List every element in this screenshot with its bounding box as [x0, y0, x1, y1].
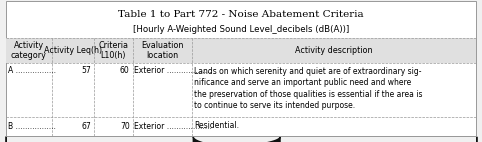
Text: Table 1 to Part 772 - Noise Abatement Criteria: Table 1 to Part 772 - Noise Abatement Cr…	[118, 10, 364, 19]
Text: Activity
category: Activity category	[11, 41, 47, 60]
Text: B .................: B .................	[8, 122, 56, 131]
Text: A .................: A .................	[8, 66, 56, 75]
Text: Lands on which serenity and quiet are of extraordinary sig-
nificance and serve : Lands on which serenity and quiet are of…	[194, 67, 423, 110]
Text: 67: 67	[81, 122, 91, 131]
FancyBboxPatch shape	[6, 1, 476, 136]
Text: [Hourly A-Weighted Sound Level_decibels (dB(A))]: [Hourly A-Weighted Sound Level_decibels …	[133, 25, 349, 34]
Text: Exterior ...................: Exterior ...................	[134, 66, 213, 75]
Text: Residential.: Residential.	[194, 121, 239, 130]
Text: 57: 57	[81, 66, 91, 75]
Text: Evaluation
location: Evaluation location	[141, 41, 183, 60]
Text: 60: 60	[120, 66, 130, 75]
Text: Activity description: Activity description	[295, 46, 373, 55]
Text: Exterior ...................: Exterior ...................	[134, 122, 213, 131]
Text: Criteria
L10(h): Criteria L10(h)	[98, 41, 128, 60]
Text: 70: 70	[120, 122, 130, 131]
Bar	[6, 38, 476, 63]
Text: Activity Leq(h): Activity Leq(h)	[44, 46, 102, 55]
